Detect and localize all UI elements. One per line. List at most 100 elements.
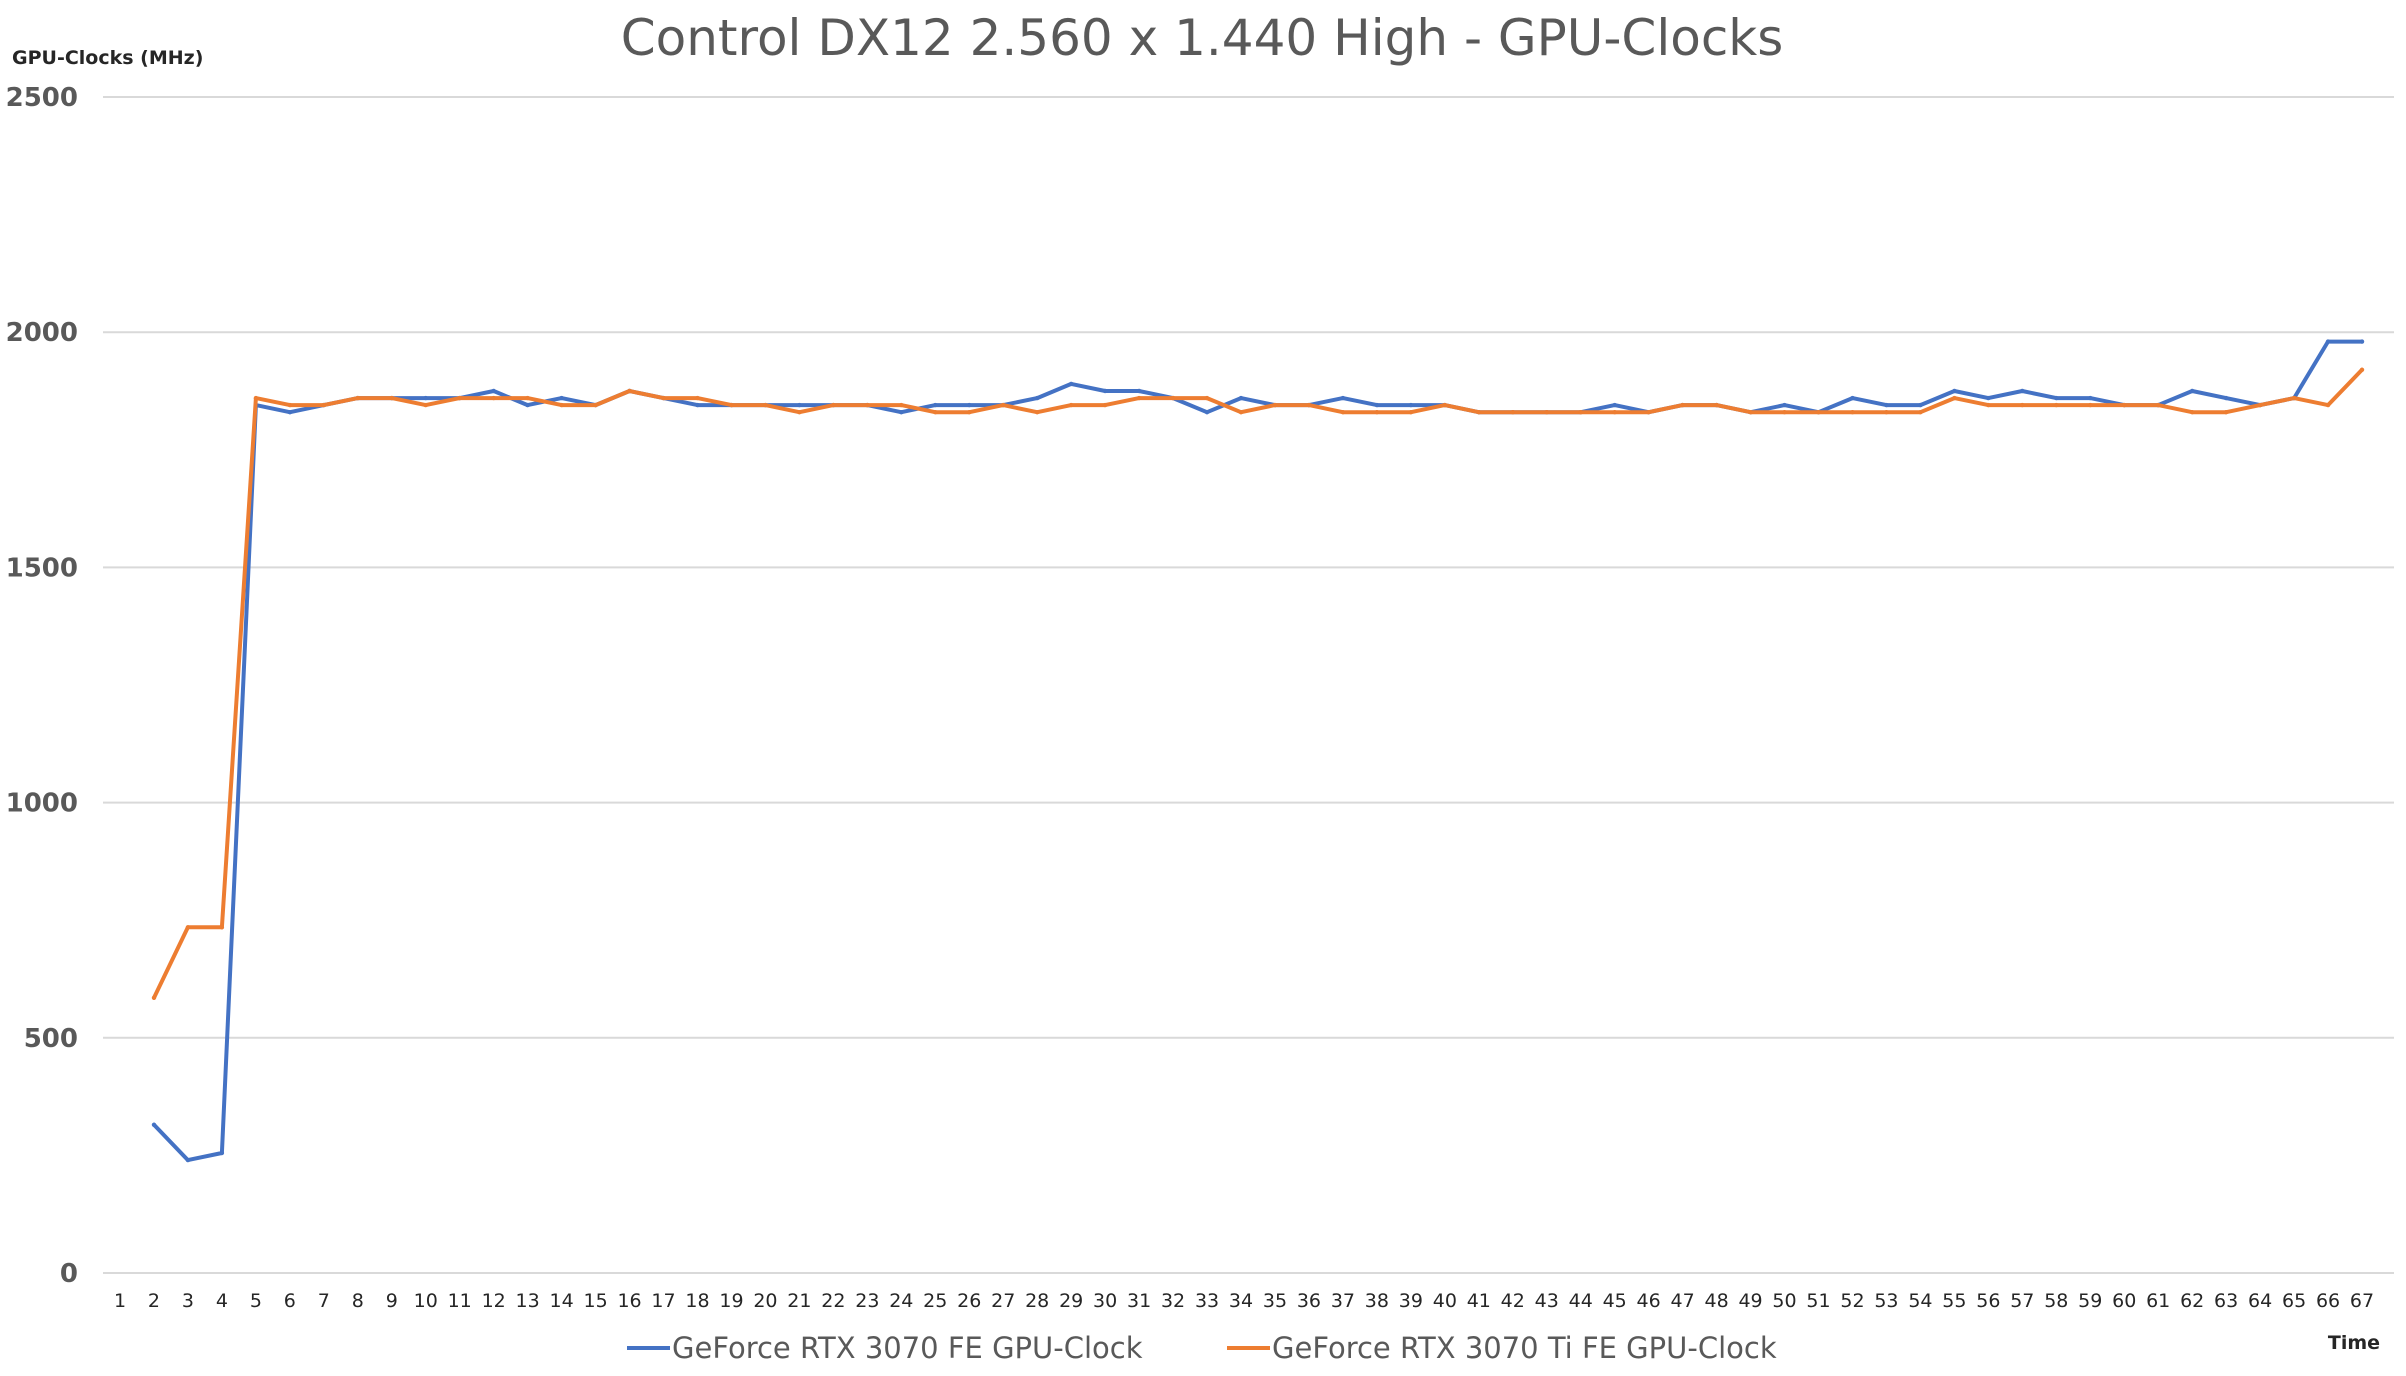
series-2-point <box>2088 402 2093 408</box>
x-tick-label: 41 <box>1467 1290 1491 1312</box>
x-tick-label: 54 <box>1908 1290 1932 1312</box>
series-1-point <box>1782 402 1787 408</box>
x-tick-label: 44 <box>1569 1290 1593 1312</box>
x-tick-label: 33 <box>1195 1290 1219 1312</box>
x-tick-label: 36 <box>1297 1290 1321 1312</box>
legend: GeForce RTX 3070 FE GPU-Clock GeForce RTX… <box>627 1331 1777 1365</box>
x-tick-label: 13 <box>516 1290 540 1312</box>
series-2-point <box>831 402 836 408</box>
series-1-point <box>423 395 428 401</box>
series-2-point <box>457 395 462 401</box>
series-2-point <box>1340 410 1346 415</box>
series-2-point <box>355 395 360 401</box>
x-tick-label: 2 <box>148 1290 160 1312</box>
x-tick-label: 14 <box>550 1290 574 1312</box>
series-line-1 <box>152 339 2364 1163</box>
x-tick-label: 35 <box>1263 1290 1287 1312</box>
series-2-point <box>1035 410 1040 415</box>
x-tick-label: 57 <box>2010 1290 2034 1312</box>
y-tick-label: 2500 <box>6 83 78 113</box>
series-2-point <box>797 410 802 415</box>
series-2-point <box>899 402 904 408</box>
series-1-point <box>2359 339 2365 344</box>
series-2-point <box>1374 410 1380 415</box>
x-tick-label: 60 <box>2112 1290 2136 1312</box>
series-2-point <box>1850 410 1855 415</box>
series-1-point <box>185 1157 191 1163</box>
series-1-point <box>1612 402 1617 408</box>
x-axis-ticks: 1 2 3 4 5 6 7 8 9 10 11 12 13 14 15 16 17 18 19 20 21 22 23 24 2… <box>114 1290 2374 1312</box>
series-1-point <box>1918 402 1923 408</box>
x-tick-label: 38 <box>1365 1290 1389 1312</box>
series-1-point <box>287 410 293 415</box>
series-2-point <box>661 395 666 401</box>
series-1-point <box>695 402 700 408</box>
series-2-point <box>1646 410 1651 415</box>
x-tick-label: 17 <box>651 1290 675 1312</box>
x-tick-label: 39 <box>1399 1290 1423 1312</box>
series-2-point <box>1816 410 1821 415</box>
series-2-point <box>185 925 191 930</box>
series-2-point <box>287 402 293 408</box>
y-axis-title: GPU-Clocks (MHz) <box>12 47 203 69</box>
series-2-point <box>321 402 326 408</box>
y-tick-label: 1500 <box>6 553 78 583</box>
series-1-point <box>1035 395 1040 401</box>
x-tick-label: 25 <box>923 1290 947 1312</box>
series-2-point <box>1612 410 1617 415</box>
y-tick-label: 2000 <box>6 318 78 348</box>
x-tick-label: 31 <box>1127 1290 1151 1312</box>
series-1-point <box>2054 395 2059 401</box>
series-1-point <box>1374 402 1380 408</box>
legend-label-1: GeForce RTX 3070 FE GPU-Clock <box>672 1331 1143 1365</box>
series-2-point <box>1918 410 1923 415</box>
series-2-point <box>1272 402 1278 408</box>
series-2-point <box>1680 402 1685 408</box>
x-tick-label: 59 <box>2078 1290 2102 1312</box>
series-1-point <box>1069 381 1074 387</box>
series-2-point <box>423 402 428 408</box>
y-tick-label: 0 <box>60 1259 78 1289</box>
series-1-point <box>219 1150 225 1156</box>
series-1-point <box>1986 395 1991 401</box>
x-tick-label: 26 <box>957 1290 981 1312</box>
series-2-point <box>593 402 598 408</box>
x-tick-label: 49 <box>1738 1290 1762 1312</box>
series-2-point <box>695 395 700 401</box>
series-1-point <box>1884 402 1889 408</box>
x-tick-label: 55 <box>1942 1290 1966 1312</box>
series-2-point <box>1748 410 1753 415</box>
series-1-point <box>491 388 496 394</box>
series-2-point <box>1714 402 1719 408</box>
x-tick-label: 19 <box>719 1290 743 1312</box>
x-tick-label: 8 <box>352 1290 364 1312</box>
series-2-point <box>1001 402 1006 408</box>
x-tick-label: 16 <box>617 1290 641 1312</box>
x-tick-label: 30 <box>1093 1290 1117 1312</box>
series-2-point <box>865 402 870 408</box>
series-2-point <box>1102 402 1108 408</box>
series-2-point <box>1782 410 1787 415</box>
series-1-point <box>2325 339 2331 344</box>
x-tick-label: 10 <box>414 1290 438 1312</box>
series-1-point <box>967 402 972 408</box>
series-2-point <box>763 402 768 408</box>
series-1-point <box>151 1122 157 1128</box>
x-tick-label: 12 <box>482 1290 506 1312</box>
x-tick-label: 22 <box>821 1290 845 1312</box>
series-2-point <box>2325 402 2331 408</box>
series-2-point <box>627 388 632 394</box>
series-2-point <box>253 395 259 401</box>
x-tick-label: 34 <box>1229 1290 1253 1312</box>
series-2-point <box>389 395 394 401</box>
x-tick-label: 7 <box>318 1290 330 1312</box>
x-tick-label: 23 <box>855 1290 879 1312</box>
series-2-point <box>1476 410 1482 415</box>
x-tick-label: 65 <box>2282 1290 2306 1312</box>
series-2-point <box>525 395 530 401</box>
x-tick-label: 15 <box>583 1290 607 1312</box>
series-2-point <box>2257 402 2263 408</box>
series-2-point <box>729 402 734 408</box>
x-tick-label: 21 <box>787 1290 811 1312</box>
